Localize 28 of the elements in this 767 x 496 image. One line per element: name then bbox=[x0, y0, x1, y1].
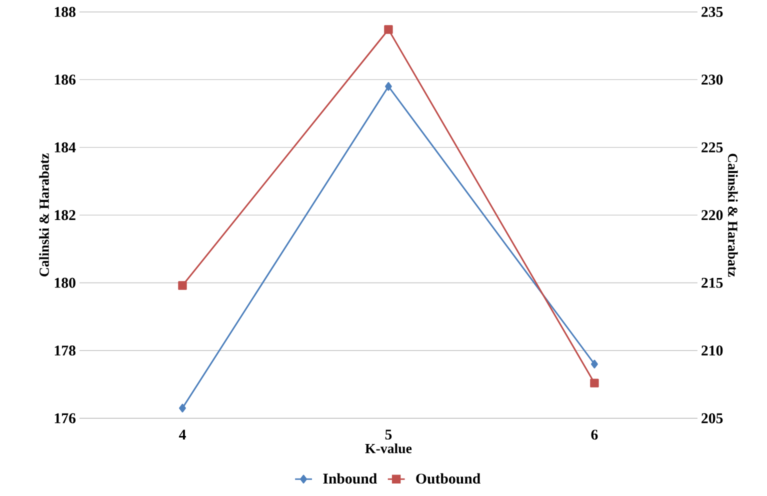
y-tick-label: 178 bbox=[54, 346, 76, 356]
x-tick-label: 5 bbox=[385, 430, 392, 440]
y-axis-title: Calinski & Harabatz bbox=[39, 154, 49, 276]
y2-axis-title: Calinski & Harabatz bbox=[728, 154, 738, 277]
point bbox=[384, 25, 393, 34]
point bbox=[590, 378, 599, 388]
y2-tick-label: 220 bbox=[702, 210, 723, 220]
y2-tick-label: 210 bbox=[702, 346, 723, 356]
y-tick-label: 176 bbox=[54, 413, 76, 424]
y2-tick-label: 205 bbox=[702, 413, 723, 424]
point bbox=[179, 404, 186, 413]
y-tick-label: 188 bbox=[54, 7, 76, 18]
y2-tick-label: 215 bbox=[702, 278, 723, 288]
x-axis-title: K-value bbox=[365, 444, 412, 454]
y2-tick-label: 235 bbox=[702, 7, 723, 18]
x-tick-label: 6 bbox=[591, 430, 598, 440]
legend-label: Outbound bbox=[416, 473, 480, 484]
legend-label: Inbound bbox=[323, 473, 377, 484]
y2-tick-label: 230 bbox=[702, 74, 723, 85]
point bbox=[590, 360, 598, 369]
y-tick-label: 184 bbox=[54, 142, 76, 152]
y-tick-label: 180 bbox=[54, 278, 76, 288]
point bbox=[178, 281, 187, 290]
x-tick-label: 4 bbox=[178, 430, 186, 440]
y2-tick-label: 225 bbox=[702, 142, 723, 152]
y-tick-label: 186 bbox=[54, 74, 76, 85]
y-tick-label: 182 bbox=[54, 210, 76, 220]
point bbox=[384, 82, 392, 91]
